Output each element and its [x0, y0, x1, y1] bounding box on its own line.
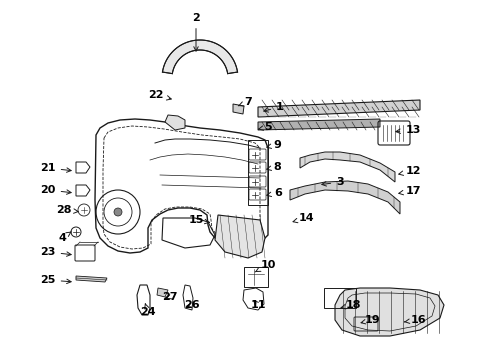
Text: 7: 7 — [238, 97, 251, 107]
Text: 19: 19 — [360, 315, 380, 325]
Polygon shape — [157, 288, 168, 297]
Text: 1: 1 — [263, 102, 284, 112]
Text: 9: 9 — [266, 140, 281, 150]
Text: 6: 6 — [266, 188, 282, 198]
Text: 22: 22 — [148, 90, 171, 100]
Text: 16: 16 — [404, 315, 425, 325]
Text: 8: 8 — [266, 162, 280, 172]
Text: 2: 2 — [192, 13, 200, 51]
Text: 24: 24 — [140, 304, 156, 317]
Polygon shape — [258, 100, 419, 117]
Text: 11: 11 — [250, 300, 265, 310]
Polygon shape — [258, 119, 379, 130]
Text: 25: 25 — [40, 275, 71, 285]
Text: 18: 18 — [340, 300, 360, 310]
Text: 12: 12 — [398, 166, 420, 176]
Polygon shape — [164, 115, 184, 130]
Text: 21: 21 — [40, 163, 71, 173]
Text: 26: 26 — [184, 300, 200, 310]
Text: 5: 5 — [258, 122, 271, 132]
Text: 20: 20 — [40, 185, 71, 195]
Text: 10: 10 — [255, 260, 275, 272]
Text: 28: 28 — [56, 205, 78, 215]
Polygon shape — [162, 40, 237, 73]
Circle shape — [114, 208, 122, 216]
Polygon shape — [299, 152, 394, 182]
Text: 13: 13 — [395, 125, 420, 135]
Polygon shape — [334, 288, 443, 336]
Text: 23: 23 — [40, 247, 71, 257]
Text: 15: 15 — [188, 215, 209, 225]
Text: 17: 17 — [398, 186, 420, 196]
Text: 4: 4 — [58, 232, 71, 243]
Polygon shape — [289, 181, 399, 214]
Text: 14: 14 — [292, 213, 314, 223]
Polygon shape — [232, 104, 244, 114]
Polygon shape — [215, 215, 264, 258]
Text: 3: 3 — [321, 177, 343, 187]
Text: 27: 27 — [162, 292, 177, 302]
Polygon shape — [76, 276, 107, 282]
